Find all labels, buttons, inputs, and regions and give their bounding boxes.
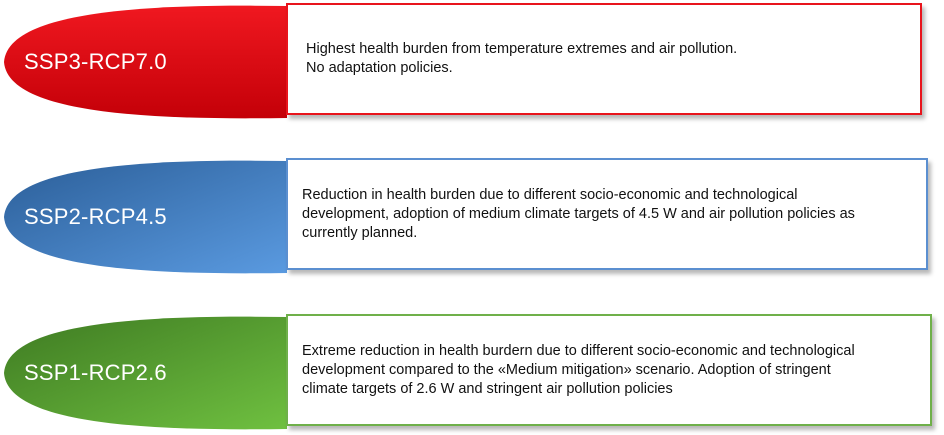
scenario-description-box: Extreme reduction in health burdern due … [286, 314, 932, 426]
scenario-description: Reduction in health burden due to differ… [302, 186, 855, 243]
scenario-label: SSP3-RCP7.0 [24, 49, 167, 74]
scenario-description-box: Highest health burden from temperature e… [286, 3, 922, 115]
scenario-label: SSP1-RCP2.6 [24, 360, 167, 385]
description-line: development compared to the «Medium miti… [302, 361, 831, 378]
description-line: currently planned. [302, 224, 418, 241]
scenario-pill-shape [4, 160, 287, 274]
scenario-description-box: Reduction in health burden due to differ… [286, 158, 928, 270]
scenario-ssp1-rcp26: SSP1-RCP2.6 Extreme reduction in health … [0, 311, 944, 435]
scenario-ssp2-rcp45: SSP2-RCP4.5 Reduction in health burden d… [0, 155, 944, 279]
description-line: Extreme reduction in health burdern due … [302, 342, 855, 359]
scenario-label: SSP2-RCP4.5 [24, 204, 167, 229]
scenario-description: Extreme reduction in health burdern due … [302, 342, 855, 399]
scenario-pill-shape [4, 5, 287, 119]
scenario-ssp3-rcp70: SSP3-RCP7.0 Highest health burden from t… [0, 0, 944, 124]
description-line: No adaptation policies. [306, 60, 453, 76]
description-line: Highest health burden from temperature e… [306, 41, 738, 57]
description-line: development, adoption of medium climate … [302, 205, 855, 222]
description-line: climate targets of 2.6 W and stringent a… [302, 380, 673, 397]
scenario-pill-shape [4, 316, 287, 430]
scenario-description: Highest health burden from temperature e… [306, 40, 737, 78]
description-line: Reduction in health burden due to differ… [302, 186, 798, 203]
